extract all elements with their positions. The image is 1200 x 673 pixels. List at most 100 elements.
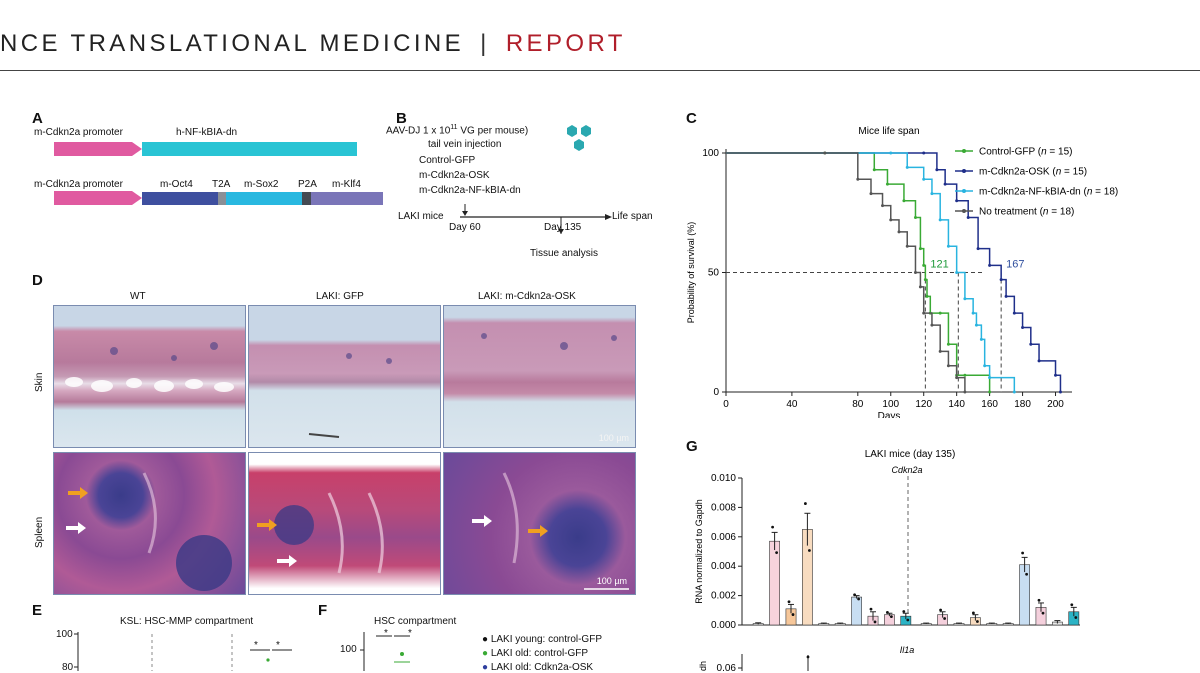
he-spleen-laki-osk: 100 µm	[443, 452, 636, 595]
survival-xtick-label: 160	[981, 399, 998, 410]
bar-point-2	[791, 613, 795, 616]
legend-dot-2	[962, 189, 966, 193]
panel-g-label: G	[686, 438, 698, 455]
p2a-label: P2A	[298, 179, 317, 190]
bar-ylabel: RNA normalized to Gapdh	[694, 499, 704, 604]
bar-point-9	[906, 618, 910, 622]
bar2-point	[806, 655, 810, 659]
panel-e-sig-2: *	[276, 640, 280, 651]
survival-xtick-label: 120	[915, 399, 932, 410]
bar-6	[851, 596, 862, 626]
panel-e-ytick-100: 100	[56, 629, 73, 640]
survival-line-0	[726, 152, 991, 392]
survival-chart: Mice life span 0 50 100 0 40 80 100 120 140 160 180…	[686, 126, 1118, 418]
panel-d-label: D	[32, 272, 43, 289]
he-spleen-wt	[53, 452, 246, 595]
group-control: Control-GFP	[419, 155, 476, 166]
survival-xtick-label: 140	[948, 399, 965, 410]
bar-point-13	[972, 611, 975, 615]
survival-xtick-label: 100	[882, 399, 899, 410]
tissue-analysis-label: Tissue analysis	[530, 248, 598, 259]
panel-f-ytick: 100	[340, 644, 357, 655]
survival-ytick-label: 100	[702, 148, 719, 159]
survival-line-2	[726, 152, 1016, 392]
group-osk: m-Cdkn2a-OSK	[419, 170, 490, 181]
panel-f-axes	[360, 632, 410, 671]
bar-point-3	[808, 549, 811, 552]
survival-ytick-label: 0	[713, 387, 719, 398]
route-text: tail vein injection	[428, 139, 502, 150]
panel-f-sig-1: *	[384, 628, 388, 639]
panel-e-sig-1: *	[254, 640, 258, 651]
legend-dot-1	[962, 169, 966, 173]
survival-xtick-label: 180	[1014, 399, 1031, 410]
survival-xlabel: Days	[878, 411, 901, 418]
bar-point-17	[1037, 598, 1041, 602]
bar-point-8	[890, 615, 893, 619]
bar2-ylabel: dh	[698, 661, 708, 671]
bar-ytick-label: 0.006	[711, 532, 736, 543]
bar-subplot-label: Cdkn2a	[891, 465, 922, 475]
legend-label-0: Control-GFP (n = 15)	[979, 147, 1072, 158]
bar-16	[1019, 564, 1030, 626]
survival-line-3	[726, 152, 966, 392]
survival-xtick-label: 40	[786, 399, 798, 410]
journal-title: NCE TRANSLATIONAL MEDICINE	[0, 30, 465, 57]
bar-ytick-label: 0.004	[711, 561, 736, 572]
spleen-scale-bar: 100 µm	[596, 576, 627, 586]
dose-text: AAV-DJ 1 x 1011 VG per mouse)	[386, 124, 529, 137]
bar-point-11	[943, 617, 946, 620]
group-nfkbia: m-Cdkn2a-NF-kBIA-dn	[419, 185, 521, 196]
col-laki-gfp-label: LAKI: GFP	[316, 291, 364, 302]
panel-a-label: A	[32, 110, 43, 127]
construct1-promoter: m-Cdkn2a promoter	[34, 127, 123, 138]
bar2-ytick-label: 0.06	[717, 663, 737, 671]
legend-label-2: m-Cdkn2a-NF-kBIA-dn (n = 18)	[979, 187, 1118, 198]
bar-point-16	[1025, 572, 1028, 576]
oct4-label: m-Oct4	[160, 179, 193, 190]
legend-dot-3	[962, 209, 966, 213]
bar-point-16	[1021, 551, 1024, 555]
bar-point-1	[771, 525, 774, 529]
bar-point-17	[1041, 611, 1045, 615]
he-skin-laki-osk: 100 µm	[443, 305, 636, 448]
panel-e-label: E	[32, 602, 43, 619]
bar-ytick-label: 0.008	[711, 502, 736, 513]
panel-f-legend-1: ● LAKI young: control-GFP	[482, 634, 602, 645]
legend-label-1: m-Cdkn2a-OSK (n = 15)	[979, 167, 1087, 178]
section-title: REPORT	[505, 30, 626, 57]
bar-point-7	[873, 620, 877, 624]
sox2-gene-box	[226, 192, 302, 205]
panel-f-label: F	[318, 602, 328, 619]
bar-1	[769, 540, 780, 626]
survival-median-label: 167	[1006, 259, 1024, 271]
panel-e-ytick-80: 80	[62, 662, 74, 673]
col-laki-osk-label: LAKI: m-Cdkn2a-OSK	[478, 291, 576, 302]
bar-8	[884, 614, 895, 626]
promoter-arrow-1	[54, 142, 142, 156]
bar-point-7	[869, 607, 873, 611]
nfkbia-gene-box	[142, 142, 357, 156]
construct-diagram	[54, 142, 383, 205]
virus-icon	[567, 125, 591, 151]
survival-xtick-label: 80	[852, 399, 864, 410]
t2a-linker	[218, 192, 226, 205]
survival-xtick-label: 200	[1047, 399, 1064, 410]
panel-b-label: B	[396, 110, 407, 127]
col-wt-label: WT	[130, 291, 146, 302]
bar-point-19	[1070, 603, 1074, 607]
day60-label: Day 60	[449, 222, 481, 233]
bar-point-11	[939, 608, 942, 612]
bar-ytick-label: 0.002	[711, 591, 736, 602]
construct2-promoter: m-Cdkn2a promoter	[34, 179, 123, 190]
bar-ytick-label: 0.000	[711, 620, 736, 631]
panel-f-legend-2: ● LAKI old: control-GFP	[482, 648, 589, 659]
he-skin-laki-gfp	[248, 305, 441, 448]
oct4-gene-box	[142, 192, 218, 205]
bar-title: LAKI mice (day 135)	[865, 449, 956, 460]
klf4-gene-box	[311, 192, 383, 205]
bar-chart: LAKI mice (day 135) Cdkn2a 0.000 0.002 0.004…	[694, 449, 1080, 671]
laki-mice-label: LAKI mice	[398, 211, 444, 222]
row-spleen-label: Spleen	[34, 516, 45, 548]
panel-e-title: KSL: HSC-MMP compartment	[120, 616, 254, 627]
